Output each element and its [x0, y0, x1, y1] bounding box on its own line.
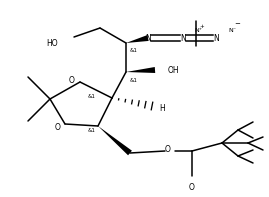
Text: N⁺: N⁺ [194, 28, 202, 33]
Text: N⁻: N⁻ [228, 28, 236, 33]
Text: −: − [234, 21, 240, 27]
Text: O: O [189, 182, 195, 191]
Text: N: N [213, 33, 219, 43]
Text: &1: &1 [88, 127, 96, 133]
Polygon shape [98, 126, 132, 155]
Text: N: N [145, 33, 151, 43]
Text: N: N [180, 33, 186, 43]
Polygon shape [126, 67, 155, 73]
Text: &1: &1 [130, 77, 138, 83]
Polygon shape [126, 35, 149, 43]
Text: H: H [159, 103, 165, 112]
Text: HO: HO [46, 38, 58, 47]
Text: +: + [200, 23, 204, 29]
Text: &1: &1 [130, 47, 138, 52]
Text: OH: OH [168, 65, 180, 74]
Text: O: O [165, 145, 171, 153]
Text: O: O [55, 124, 61, 133]
Text: &1: &1 [87, 94, 95, 98]
Text: O: O [69, 75, 75, 85]
